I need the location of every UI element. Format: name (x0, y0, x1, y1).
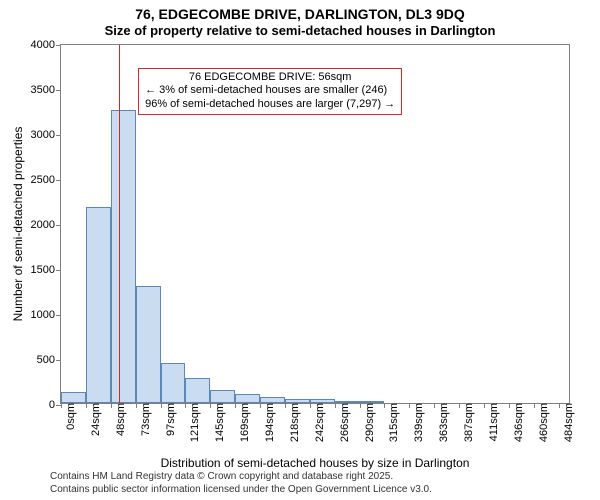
x-tick-mark (360, 403, 361, 408)
y-tick-label: 0 (49, 399, 55, 411)
x-tick-label: 0sqm (65, 403, 77, 430)
x-tick-label: 411sqm (488, 403, 500, 441)
x-tick-label: 145sqm (214, 403, 226, 442)
chart-title: 76, EDGECOMBE DRIVE, DARLINGTON, DL3 9DQ… (0, 0, 600, 38)
x-tick-label: 242sqm (314, 403, 326, 442)
y-tick-label: 1000 (31, 309, 55, 321)
y-tick-mark (56, 45, 61, 46)
histogram-bar (235, 394, 260, 403)
y-tick-label: 3000 (31, 129, 55, 141)
histogram-bar (210, 390, 235, 403)
y-tick-mark (56, 270, 61, 271)
x-tick-mark (136, 403, 137, 408)
x-tick-mark (61, 403, 62, 408)
histogram-bar (161, 363, 186, 404)
y-tick-label: 2500 (31, 174, 55, 186)
x-tick-label: 169sqm (239, 403, 251, 442)
y-tick-mark (56, 180, 61, 181)
marker-line (119, 45, 120, 403)
x-tick-mark (185, 403, 186, 408)
x-tick-label: 218sqm (289, 403, 301, 442)
x-tick-mark (310, 403, 311, 408)
y-tick-mark (56, 360, 61, 361)
x-tick-label: 363sqm (438, 403, 450, 442)
annotation-line: ← 3% of semi-detached houses are smaller… (145, 84, 395, 98)
x-tick-mark (384, 403, 385, 408)
histogram-bar (86, 207, 111, 403)
footer-line-1: Contains HM Land Registry data © Crown c… (50, 471, 432, 484)
x-tick-mark (111, 403, 112, 408)
chart-container: 76, EDGECOMBE DRIVE, DARLINGTON, DL3 9DQ… (0, 0, 600, 500)
histogram-bar (185, 378, 210, 403)
x-tick-label: 484sqm (563, 403, 575, 442)
x-tick-mark (335, 403, 336, 408)
x-axis-label: Distribution of semi-detached houses by … (161, 456, 470, 470)
y-tick-label: 4000 (31, 39, 55, 51)
y-tick-label: 2000 (31, 219, 55, 231)
annotation-box: 76 EDGECOMBE DRIVE: 56sqm← 3% of semi-de… (138, 68, 402, 115)
x-tick-label: 73sqm (140, 403, 152, 436)
x-tick-mark (260, 403, 261, 408)
histogram-bar (111, 110, 136, 403)
x-tick-label: 24sqm (90, 403, 102, 436)
x-tick-mark (509, 403, 510, 408)
x-tick-mark (210, 403, 211, 408)
x-tick-label: 97sqm (165, 403, 177, 436)
x-tick-label: 460sqm (538, 403, 550, 442)
x-tick-label: 48sqm (115, 403, 127, 436)
x-tick-mark (434, 403, 435, 408)
y-tick-mark (56, 135, 61, 136)
title-line-2: Size of property relative to semi-detach… (0, 23, 600, 39)
y-tick-label: 1500 (31, 264, 55, 276)
x-tick-label: 121sqm (189, 403, 201, 442)
histogram-bar (310, 399, 335, 403)
histogram-bar (61, 392, 86, 403)
y-tick-label: 3500 (31, 84, 55, 96)
x-tick-mark (559, 403, 560, 408)
x-tick-label: 194sqm (264, 403, 276, 442)
y-tick-label: 500 (37, 354, 55, 366)
histogram-bar (136, 286, 161, 403)
x-tick-label: 315sqm (388, 403, 400, 442)
y-tick-mark (56, 315, 61, 316)
histogram-bar (260, 397, 285, 403)
histogram-bar (360, 401, 385, 403)
x-tick-mark (459, 403, 460, 408)
annotation-line: 96% of semi-detached houses are larger (… (145, 98, 395, 112)
histogram-bar (335, 401, 360, 403)
footer-line-2: Contains public sector information licen… (50, 484, 432, 497)
x-tick-label: 339sqm (413, 403, 425, 442)
y-axis-label: Number of semi-detached properties (11, 127, 25, 322)
footer-attribution: Contains HM Land Registry data © Crown c… (50, 471, 432, 496)
x-tick-mark (235, 403, 236, 408)
plot-area: 050010001500200025003000350040000sqm24sq… (60, 44, 570, 404)
x-tick-mark (285, 403, 286, 408)
x-tick-mark (534, 403, 535, 408)
x-tick-mark (409, 403, 410, 408)
x-tick-mark (86, 403, 87, 408)
y-tick-mark (56, 90, 61, 91)
x-tick-label: 290sqm (364, 403, 376, 442)
title-line-1: 76, EDGECOMBE DRIVE, DARLINGTON, DL3 9DQ (0, 6, 600, 23)
x-tick-label: 436sqm (513, 403, 525, 442)
x-tick-mark (484, 403, 485, 408)
x-tick-label: 387sqm (463, 403, 475, 442)
y-tick-mark (56, 225, 61, 226)
x-tick-label: 266sqm (339, 403, 351, 442)
x-tick-mark (161, 403, 162, 408)
annotation-line: 76 EDGECOMBE DRIVE: 56sqm (145, 71, 395, 85)
histogram-bar (285, 399, 310, 404)
